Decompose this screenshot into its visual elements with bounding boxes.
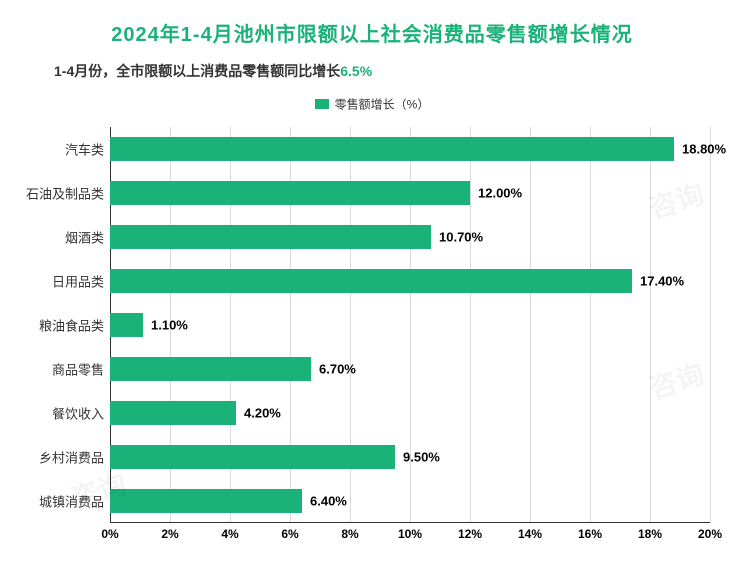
x-tick-label: 2% [161, 527, 178, 541]
legend: 零售额增长（%） [24, 95, 720, 113]
x-axis-ticks: 0%2%4%6%8%10%12%14%16%18%20% [110, 527, 710, 547]
subtitle-prefix: 1-4月份，全市限额以上消费品零售额同比增长 [54, 63, 340, 79]
bar-row: 4.20% [110, 401, 710, 425]
bar [110, 269, 632, 293]
chart-subtitle: 1-4月份，全市限额以上消费品零售额同比增长6.5% [24, 61, 720, 81]
bar-value-label: 10.70% [439, 230, 483, 245]
x-tick-label: 14% [518, 527, 542, 541]
bar [110, 489, 302, 513]
bars-region: 18.80% 12.00% 10.70% 17.40% 1.10% 6.70% 4.20% 9… [110, 127, 710, 523]
bar-value-label: 1.10% [151, 318, 188, 333]
x-tick-label: 20% [698, 527, 722, 541]
chart-title: 2024年1-4月池州市限额以上社会消费品零售额增长情况 [24, 18, 720, 47]
x-tick-label: 18% [638, 527, 662, 541]
bar [110, 445, 395, 469]
bar [110, 181, 470, 205]
bar-value-label: 12.00% [478, 186, 522, 201]
x-tick-label: 6% [281, 527, 298, 541]
bar-row: 12.00% [110, 181, 710, 205]
bar-row: 1.10% [110, 313, 710, 337]
x-axis-line [110, 522, 710, 523]
bar-row: 10.70% [110, 225, 710, 249]
bar [110, 357, 311, 381]
plot-area: 汽车类石油及制品类烟酒类日用品类粮油食品类商品零售餐饮收入乡村消费品城镇消费品 … [24, 127, 720, 547]
legend-label: 零售额增长（%） [335, 97, 430, 111]
x-tick-label: 8% [341, 527, 358, 541]
legend-swatch [315, 99, 329, 109]
bar-value-label: 6.70% [319, 362, 356, 377]
bar [110, 313, 143, 337]
x-tick-label: 0% [101, 527, 118, 541]
bar [110, 137, 674, 161]
bar-row: 18.80% [110, 137, 710, 161]
bar-row: 17.40% [110, 269, 710, 293]
chart-container: 2024年1-4月池州市限额以上社会消费品零售额增长情况 1-4月份，全市限额以… [0, 0, 744, 586]
bar-row: 9.50% [110, 445, 710, 469]
bar [110, 401, 236, 425]
category-label: 石油及制品类 [26, 184, 104, 203]
bar-row: 6.40% [110, 489, 710, 513]
x-tick-label: 16% [578, 527, 602, 541]
bar-value-label: 6.40% [310, 494, 347, 509]
category-label: 餐饮收入 [52, 404, 104, 423]
category-label: 城镇消费品 [39, 492, 104, 511]
x-tick-label: 10% [398, 527, 422, 541]
y-axis-labels: 汽车类石油及制品类烟酒类日用品类粮油食品类商品零售餐饮收入乡村消费品城镇消费品 [24, 127, 110, 523]
category-label: 商品零售 [52, 360, 104, 379]
subtitle-value: 6.5% [340, 63, 372, 79]
bar-value-label: 4.20% [244, 406, 281, 421]
bar [110, 225, 431, 249]
grid-line [710, 127, 711, 523]
bar-value-label: 17.40% [640, 274, 684, 289]
category-label: 日用品类 [52, 272, 104, 291]
category-label: 烟酒类 [65, 228, 104, 247]
category-label: 汽车类 [65, 140, 104, 159]
bar-value-label: 9.50% [403, 450, 440, 465]
category-label: 粮油食品类 [39, 316, 104, 335]
x-tick-label: 12% [458, 527, 482, 541]
category-label: 乡村消费品 [39, 448, 104, 467]
x-tick-label: 4% [221, 527, 238, 541]
bar-value-label: 18.80% [682, 142, 726, 157]
bar-row: 6.70% [110, 357, 710, 381]
